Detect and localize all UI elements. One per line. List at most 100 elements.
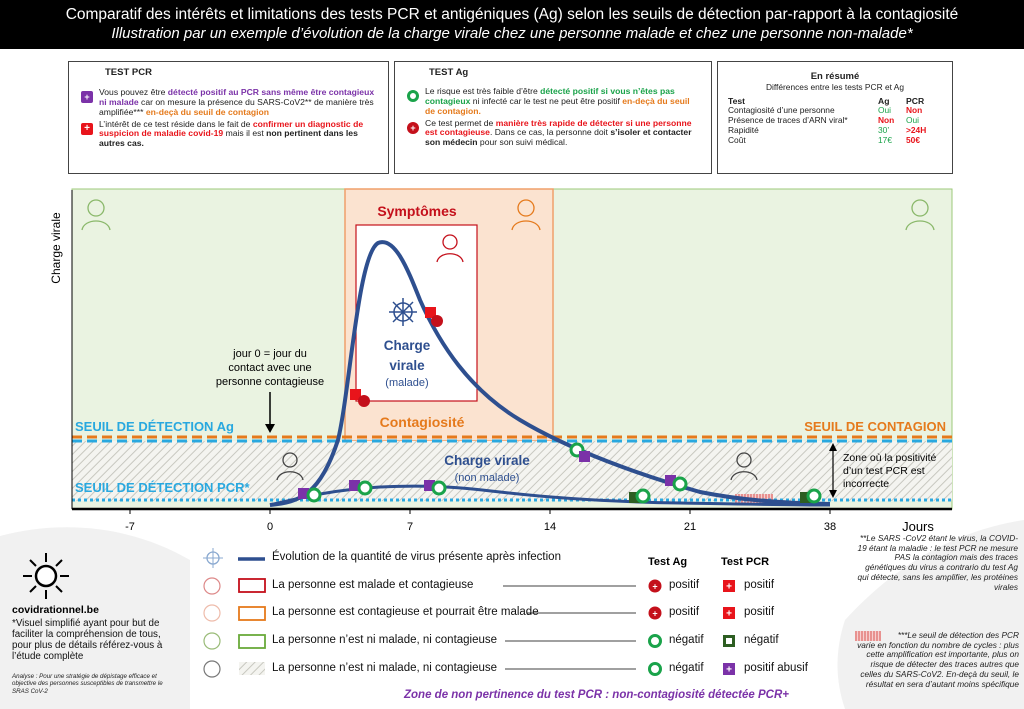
test-marker	[629, 488, 651, 504]
day0-label-1: jour 0 = jour du	[232, 348, 307, 360]
summary-row: Contagiosité d’une personne Oui Non	[728, 106, 942, 116]
covidrationnel-logo-icon	[23, 553, 69, 599]
contagion-label: Contagiosité	[380, 414, 465, 430]
summary-row-pcr: Oui	[906, 115, 920, 126]
brand-site: covidrationnel.be	[12, 604, 99, 616]
hatched-person-icon	[730, 452, 758, 481]
test-marker	[665, 475, 688, 492]
summary-row: Présence de traces d’ARN viral* Non Oui	[728, 115, 942, 126]
day0-label-3: personne contagieuse	[216, 376, 324, 388]
summary-row-ag: Oui	[878, 105, 892, 116]
summary-row-pcr: Non	[906, 105, 923, 116]
legend-row-ag: positif	[669, 579, 700, 591]
x-ticks	[129, 509, 831, 514]
summary-table: Test Ag PCR Contagiosité d’une personne …	[728, 95, 942, 147]
symptoms-zone	[355, 224, 478, 402]
healthy-person-icon	[905, 199, 935, 231]
sick-charge-label-2: virale	[389, 358, 425, 373]
page-title: Comparatif des intérêts et limitations d…	[65, 6, 959, 23]
x-tick-label: 0	[267, 521, 273, 533]
sick-charge-label-3: (malade)	[385, 377, 428, 389]
legend-header-ag: Test Ag	[648, 556, 688, 568]
legend-leader-lines	[503, 585, 636, 670]
legend-contagious-swatch	[238, 606, 266, 621]
pcr-threshold-label: SEUIL DE DÉTECTION PCR*	[75, 480, 251, 495]
summary-row-ag: Non	[878, 115, 895, 126]
legend-contagious-person-icon	[203, 604, 221, 622]
healthy-charge-label-1: Charge virale	[444, 453, 530, 468]
page-subtitle: Illustration par un exemple d’évolution …	[111, 25, 913, 42]
summary-col-test: Test	[728, 95, 746, 106]
summary-title: En résumé	[810, 71, 860, 82]
test-marker	[349, 480, 373, 496]
y-axis-label: Charge virale	[49, 212, 63, 284]
legend-row-pcr: négatif	[744, 634, 779, 646]
pcr-box-title: TEST PCR	[105, 67, 152, 78]
pcr-paragraph-1: Vous pouvez être détecté positif au PCR …	[99, 86, 375, 117]
legend-row-label: La personne est malade et contagieuse	[272, 579, 474, 591]
summary-row-pcr: >24H	[906, 125, 927, 136]
summary-row-label: Présence de traces d’ARN viral*	[728, 115, 848, 126]
zone-label-2: d’un test PCR est	[843, 465, 925, 477]
title-banner: Comparatif des intérêts et limitations d…	[0, 0, 1024, 49]
test-marker	[800, 488, 822, 504]
svg-text:+: +	[652, 582, 657, 592]
sick-charge-label-1: Charge	[384, 338, 431, 353]
summary-col-ag: Ag	[878, 95, 890, 106]
sick-person-icon	[436, 234, 464, 263]
x-axis-label: Jours	[902, 519, 934, 534]
x-tick-label: 14	[544, 521, 556, 533]
svg-text:+: +	[726, 609, 732, 620]
legend-row-pcr: positif abusif	[744, 662, 808, 674]
legend-healthy-person-icon	[203, 632, 221, 650]
summary-header-row: Test Ag PCR	[728, 95, 942, 107]
day0-arrow-head	[265, 424, 275, 433]
ag-box-title: TEST Ag	[429, 67, 469, 78]
legend-row-ag: positif	[669, 606, 700, 618]
legend-virus-label: Évolution de la quantité de virus présen…	[272, 551, 561, 563]
summary-row-label: Coût	[728, 135, 746, 146]
summary-row-label: Rapidité	[728, 125, 759, 136]
hatched-person-icon	[276, 452, 304, 481]
x-tick-label: 21	[684, 521, 696, 533]
x-tick-label: 38	[824, 521, 836, 533]
legend-header-pcr: Test PCR	[721, 556, 770, 568]
svg-text:+: +	[652, 609, 657, 619]
test-marker	[569, 442, 590, 462]
pcr-paragraph-2: L’intérêt de ce test réside dans le fait…	[99, 118, 364, 149]
legend-row-ag: négatif	[669, 634, 704, 646]
red-plus-icon: +	[81, 122, 93, 135]
legend-row-ag: négatif	[669, 662, 704, 674]
healthy-charge-label-2: (non malade)	[455, 472, 520, 484]
day0-label-2: contact avec une	[228, 362, 311, 374]
ag-info-box: TEST Ag Le risque est très faible d’être…	[394, 61, 712, 174]
summary-row: Rapidité 30’ >24H	[728, 125, 942, 136]
green-circle-icon	[407, 89, 419, 102]
legend-ag-markers: + +	[648, 579, 662, 676]
zone-label-3: incorrecte	[843, 478, 889, 490]
ag-paragraph-1: Le risque est très faible d’être détecté…	[425, 85, 690, 116]
brand-analysis: Analyse : Pour une stratégie de dépistag…	[12, 673, 163, 695]
legend-zone-note: Zone de non pertinence du test PCR : non…	[404, 689, 789, 701]
legend-row-label: La personne n’est ni malade, ni contagie…	[272, 634, 498, 646]
summary-subtitle: Différences entre les tests PCR et Ag	[765, 81, 905, 92]
red-circle-plus-icon: +	[407, 121, 419, 134]
test-marker	[424, 480, 447, 496]
legend-virus-icon	[203, 548, 223, 568]
legend-sick-swatch	[238, 578, 266, 593]
zone-label-1: Zone où la positivité	[843, 452, 937, 464]
legend-hatched-swatch	[239, 662, 265, 675]
svg-text:+: +	[726, 665, 732, 676]
legend-pcr-markers: + + +	[723, 580, 735, 676]
test-marker	[425, 307, 443, 327]
summary-row-label: Contagiosité d’une personne	[728, 105, 835, 116]
legend-sick-person-icon	[203, 577, 221, 595]
summary-row-pcr: 50€	[906, 135, 920, 146]
purple-plus-icon: +	[81, 90, 93, 103]
test-marker	[298, 487, 322, 503]
ag-paragraph-2: Ce test permet de manière très rapide de…	[425, 117, 692, 148]
symptoms-label: Symptômes	[377, 203, 457, 219]
sars-note: **Le SARS -CoV2 étant le virus, la COVID…	[857, 533, 1019, 592]
contagious-person-icon	[511, 199, 541, 231]
